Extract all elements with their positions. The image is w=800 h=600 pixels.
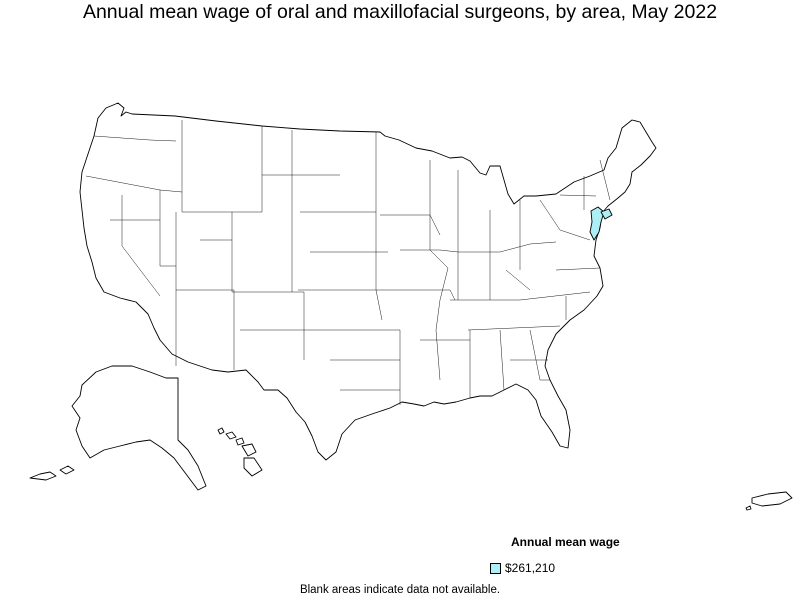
legend-swatch [490, 562, 501, 574]
puerto-rico-island [745, 505, 752, 511]
map-title: Annual mean wage of oral and maxillofaci… [82, 1, 718, 23]
highlighted-area-nj-ny-east [600, 208, 613, 220]
puerto-rico-outline [751, 491, 793, 507]
footnote: Blank areas indicate data not available. [299, 584, 501, 596]
legend-item: $261,210 [490, 561, 555, 575]
alaska-islands [29, 465, 75, 481]
alaska-outline [71, 365, 207, 491]
highlighted-area-nj-ny [589, 206, 605, 241]
legend-label: $261,210 [505, 561, 556, 575]
legend-title: Annual mean wage [511, 535, 620, 549]
area-borders [85, 120, 611, 405]
hawaii-islands [217, 427, 263, 477]
